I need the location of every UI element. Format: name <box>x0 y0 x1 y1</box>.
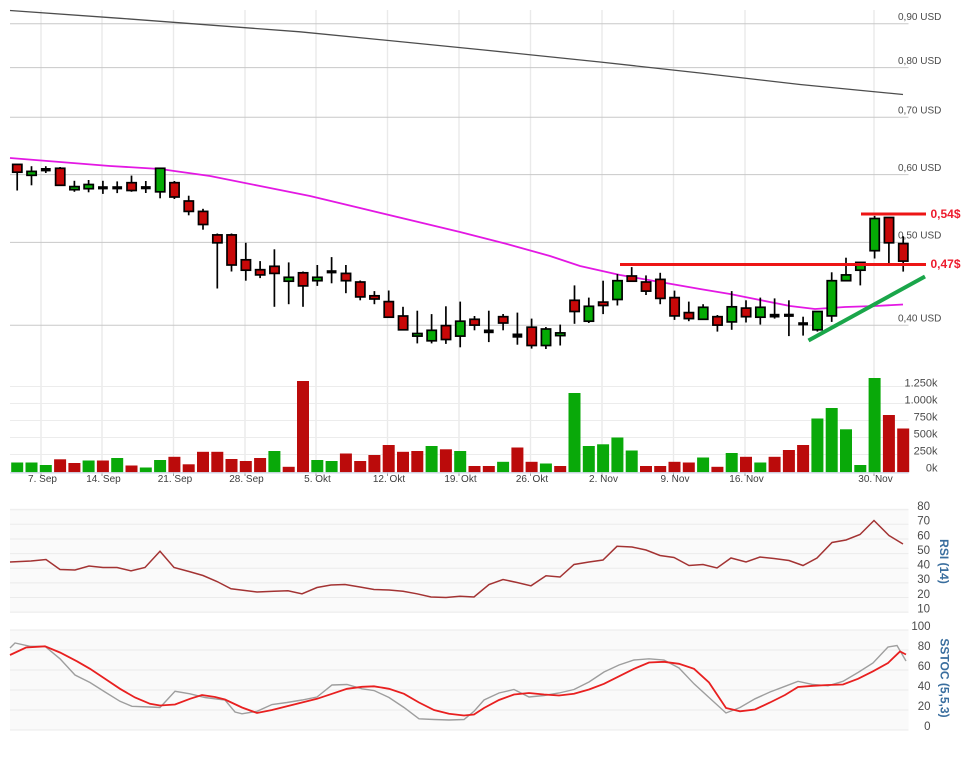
svg-text:250k: 250k <box>914 446 938 458</box>
svg-text:28. Sep: 28. Sep <box>229 474 264 485</box>
svg-text:500k: 500k <box>914 429 938 441</box>
svg-text:2. Nov: 2. Nov <box>589 474 618 485</box>
svg-text:0,70 USD: 0,70 USD <box>898 106 941 117</box>
svg-text:RSI (14): RSI (14) <box>937 539 951 584</box>
svg-text:0k: 0k <box>926 463 938 475</box>
svg-text:10: 10 <box>917 604 930 616</box>
svg-text:26. Okt: 26. Okt <box>516 474 548 485</box>
svg-text:0: 0 <box>924 721 930 733</box>
svg-text:0,40 USD: 0,40 USD <box>898 314 941 325</box>
svg-text:0,54$: 0,54$ <box>931 207 961 221</box>
svg-text:40: 40 <box>918 681 931 693</box>
svg-text:750k: 750k <box>914 412 938 424</box>
svg-text:80: 80 <box>918 641 931 653</box>
svg-text:60: 60 <box>917 530 930 542</box>
svg-text:20: 20 <box>917 589 930 601</box>
svg-text:7. Sep: 7. Sep <box>28 474 57 485</box>
svg-text:80: 80 <box>917 501 930 513</box>
svg-text:5. Okt: 5. Okt <box>304 474 331 485</box>
svg-text:SSTOC (5,5,3): SSTOC (5,5,3) <box>938 638 952 717</box>
svg-text:100: 100 <box>911 621 930 633</box>
svg-text:50: 50 <box>917 545 930 557</box>
svg-text:60: 60 <box>918 661 931 673</box>
svg-text:30. Nov: 30. Nov <box>858 474 892 485</box>
svg-text:0,50 USD: 0,50 USD <box>898 231 941 242</box>
svg-text:70: 70 <box>917 516 930 528</box>
svg-text:1.250k: 1.250k <box>904 378 938 390</box>
svg-text:21. Sep: 21. Sep <box>158 474 193 485</box>
svg-text:20: 20 <box>918 701 931 713</box>
svg-text:12. Okt: 12. Okt <box>373 474 405 485</box>
svg-text:0,90 USD: 0,90 USD <box>898 12 941 23</box>
svg-text:14. Sep: 14. Sep <box>86 474 121 485</box>
svg-text:1.000k: 1.000k <box>904 395 938 407</box>
svg-text:0,60 USD: 0,60 USD <box>898 163 941 174</box>
svg-text:9. Nov: 9. Nov <box>661 474 690 485</box>
svg-text:30: 30 <box>917 574 930 586</box>
svg-text:16. Nov: 16. Nov <box>729 474 763 485</box>
svg-text:19. Okt: 19. Okt <box>444 474 476 485</box>
svg-text:0,80 USD: 0,80 USD <box>898 56 941 67</box>
svg-text:0,47$: 0,47$ <box>931 257 961 271</box>
svg-text:40: 40 <box>917 560 930 572</box>
